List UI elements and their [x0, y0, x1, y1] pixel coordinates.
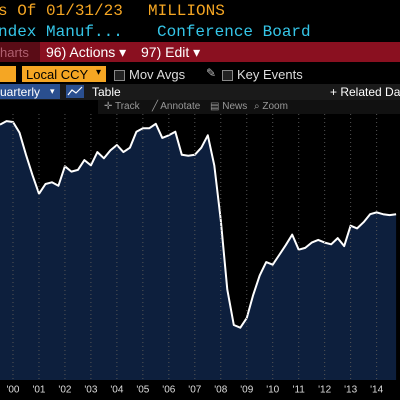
- area: [0, 121, 397, 380]
- checkbox[interactable]: [114, 70, 125, 82]
- x-tick-label: '11: [293, 385, 306, 396]
- x-tick-label: '13: [344, 385, 357, 396]
- x-tick-label: '02: [58, 385, 71, 396]
- pencil-icon[interactable]: ✎: [206, 66, 217, 80]
- chart-tools-bar: [98, 100, 400, 114]
- related-data[interactable]: + Related Da: [330, 85, 400, 99]
- as-of: s Of 01/31/23: [0, 2, 123, 20]
- x-tick-label: '14: [370, 385, 383, 396]
- line: [0, 120, 397, 329]
- ticker: ndex Manuf...: [0, 23, 123, 41]
- x-tick-label: '03: [84, 385, 97, 396]
- mov-avgs[interactable]: Mov Avgs: [114, 67, 185, 82]
- news-tool[interactable]: ▤ News: [210, 101, 248, 112]
- charts-tab-bg: [0, 42, 40, 62]
- chart-icon-graphic: [67, 86, 83, 96]
- edit-menu[interactable]: 97) Edit ▾: [141, 44, 201, 60]
- chart-icon[interactable]: [66, 85, 84, 98]
- units: MILLIONS: [148, 2, 225, 20]
- currency-dropdown[interactable]: Local CCY: [26, 67, 89, 82]
- x-tick-label: '07: [188, 385, 201, 396]
- menu-bar: [0, 42, 400, 62]
- charts-tab[interactable]: harts: [0, 45, 29, 60]
- track-tool[interactable]: ✛ Track: [104, 101, 140, 112]
- x-tick-label: '09: [240, 385, 253, 396]
- dropdown-arrow: ▾: [50, 86, 55, 96]
- zoom-tool[interactable]: ⌕ Zoom: [254, 101, 288, 112]
- news-label: News: [222, 101, 248, 112]
- x-tick-label: '05: [136, 385, 149, 396]
- source: Conference Board: [157, 23, 311, 41]
- chart: '00 '01 '02 '03 '04 '05 '06 '07 '08 '09 '10 '11 '12 '…: [0, 114, 400, 396]
- x-tick-label: '04: [110, 385, 123, 396]
- track-label: Track: [114, 101, 140, 112]
- annotate-tool[interactable]: ╱ Annotate: [152, 101, 201, 112]
- toolbar-row: [0, 84, 400, 100]
- frequency-dropdown[interactable]: uarterly: [0, 85, 41, 99]
- x-tick-label: '12: [318, 385, 331, 396]
- frequency-box: [0, 84, 60, 99]
- x-tick-label: '01: [32, 385, 45, 396]
- x-tick-label: '00: [6, 385, 19, 396]
- left-dropdown[interactable]: [0, 66, 16, 82]
- dropdown-arrow: ▾: [96, 67, 102, 78]
- actions-menu[interactable]: 96) Actions ▾: [46, 44, 127, 60]
- key-events-label: Key Events: [237, 67, 303, 82]
- x-tick-label: '08: [214, 385, 227, 396]
- x-tick-label: '06: [162, 385, 175, 396]
- checkbox[interactable]: [222, 70, 233, 82]
- x-tick-label: '10: [266, 385, 279, 396]
- key-events[interactable]: Key Events: [222, 67, 303, 82]
- zoom-label: Zoom: [262, 101, 288, 112]
- mov-avgs-label: Mov Avgs: [129, 67, 186, 82]
- table-button[interactable]: Table: [92, 85, 121, 99]
- currency-box: [22, 66, 106, 82]
- annotate-label: Annotate: [160, 101, 201, 112]
